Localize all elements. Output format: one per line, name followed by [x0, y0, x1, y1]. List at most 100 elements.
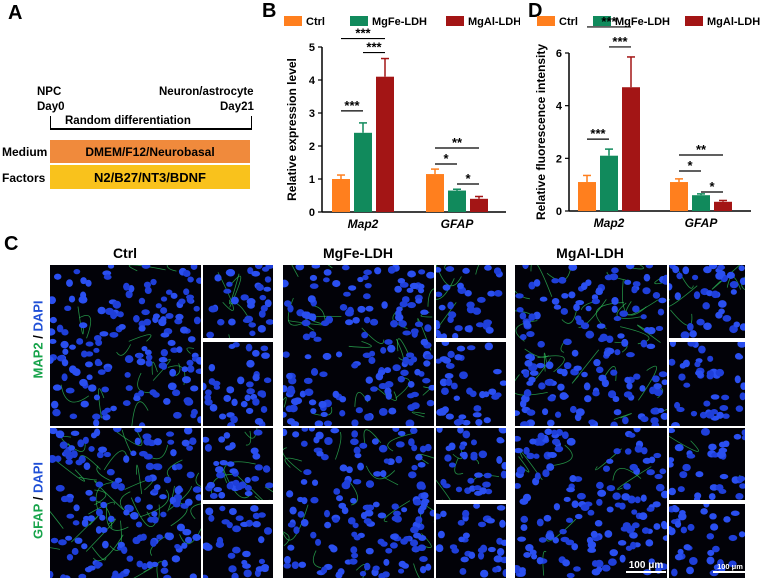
nucleus: [371, 438, 379, 445]
nucleus: [436, 266, 442, 273]
nucleus: [565, 517, 574, 523]
micrograph-green-channel: [669, 428, 745, 500]
nucleus: [158, 362, 166, 369]
nucleus: [103, 274, 112, 280]
nucleus: [283, 279, 289, 288]
nucleus: [407, 393, 415, 399]
nucleus: [247, 267, 254, 275]
nucleus: [478, 521, 487, 528]
nucleus: [606, 347, 615, 355]
nucleus: [537, 340, 545, 348]
nucleus: [721, 394, 730, 401]
nucleus: [436, 428, 443, 433]
nucleus: [457, 282, 464, 289]
nucleus: [390, 542, 398, 549]
nucleus: [160, 349, 168, 357]
micrograph-image: [436, 504, 506, 578]
micrograph-image: [669, 504, 745, 577]
nucleus: [339, 410, 346, 417]
nucleus: [515, 410, 521, 417]
nucleus: [442, 284, 451, 291]
nucleus: [341, 506, 349, 515]
nucleus: [473, 504, 480, 509]
micrograph-blue-channel: [203, 342, 273, 426]
nucleus: [545, 532, 555, 541]
nucleus: [357, 276, 364, 283]
significance-label: *: [443, 151, 449, 166]
neurite: [50, 510, 64, 529]
nucleus: [612, 395, 620, 403]
nucleus: [286, 490, 294, 498]
neurite: [348, 341, 372, 348]
neurite: [283, 504, 309, 541]
nucleus: [143, 281, 151, 289]
nucleus: [384, 367, 392, 374]
nucleus: [380, 541, 388, 547]
neurite: [151, 361, 158, 375]
nucleus: [160, 316, 167, 323]
nucleus: [120, 546, 128, 554]
nucleus: [576, 492, 586, 500]
nucleus: [169, 368, 177, 377]
nucleus: [693, 496, 701, 500]
nucleus: [487, 546, 496, 553]
nucleus: [571, 500, 579, 509]
nucleus: [601, 379, 609, 388]
nucleus: [107, 515, 115, 523]
nucleus: [440, 478, 447, 486]
nucleus: [669, 358, 676, 366]
nucleus: [436, 408, 445, 416]
nucleus: [196, 356, 201, 365]
nucleus: [353, 534, 361, 541]
nucleus: [739, 483, 745, 489]
nucleus: [408, 471, 417, 479]
nucleus: [568, 291, 576, 299]
nucleus: [284, 556, 291, 564]
nucleus: [362, 274, 369, 281]
nucleus: [89, 496, 97, 502]
nucleus: [462, 532, 470, 539]
nucleus: [187, 336, 196, 343]
nucleus: [228, 343, 236, 350]
nucleus: [499, 380, 506, 386]
nucleus: [703, 504, 710, 508]
nucleus: [214, 274, 222, 282]
legend-label: MgAl-LDH: [707, 16, 760, 28]
nucleus: [258, 512, 266, 518]
nucleus: [264, 299, 272, 308]
nucleus: [248, 322, 257, 328]
nucleus: [462, 267, 470, 274]
nucleus: [110, 405, 117, 412]
nucleus: [411, 464, 418, 471]
micrograph-blue-channel: [669, 504, 745, 578]
nucleus: [153, 313, 160, 319]
nucleus: [50, 428, 58, 435]
nucleus: [380, 470, 387, 478]
neurite: [335, 431, 342, 460]
scalebar-small-text: 100 μm: [717, 562, 743, 571]
nucleus: [517, 536, 527, 542]
process-label: Random differentiation: [62, 115, 194, 127]
nucleus: [78, 295, 88, 303]
nucleus: [213, 487, 223, 493]
nucleus: [160, 332, 170, 338]
nucleus: [160, 296, 168, 302]
nucleus: [50, 570, 54, 578]
nucleus: [642, 457, 652, 464]
nucleus: [552, 537, 559, 544]
nucleus: [313, 336, 322, 342]
nucleus: [562, 559, 570, 567]
legend-swatch: [593, 16, 611, 26]
nucleus: [144, 286, 152, 295]
nucleus: [226, 461, 235, 467]
nucleus: [445, 266, 455, 272]
neurite: [284, 457, 302, 468]
nucleus: [287, 522, 296, 528]
nucleus: [323, 277, 330, 283]
nucleus: [629, 463, 638, 471]
nucleus: [669, 283, 673, 291]
nucleus: [228, 507, 237, 516]
nucleus: [92, 413, 101, 420]
nucleus: [496, 548, 505, 556]
nucleus: [494, 392, 502, 398]
